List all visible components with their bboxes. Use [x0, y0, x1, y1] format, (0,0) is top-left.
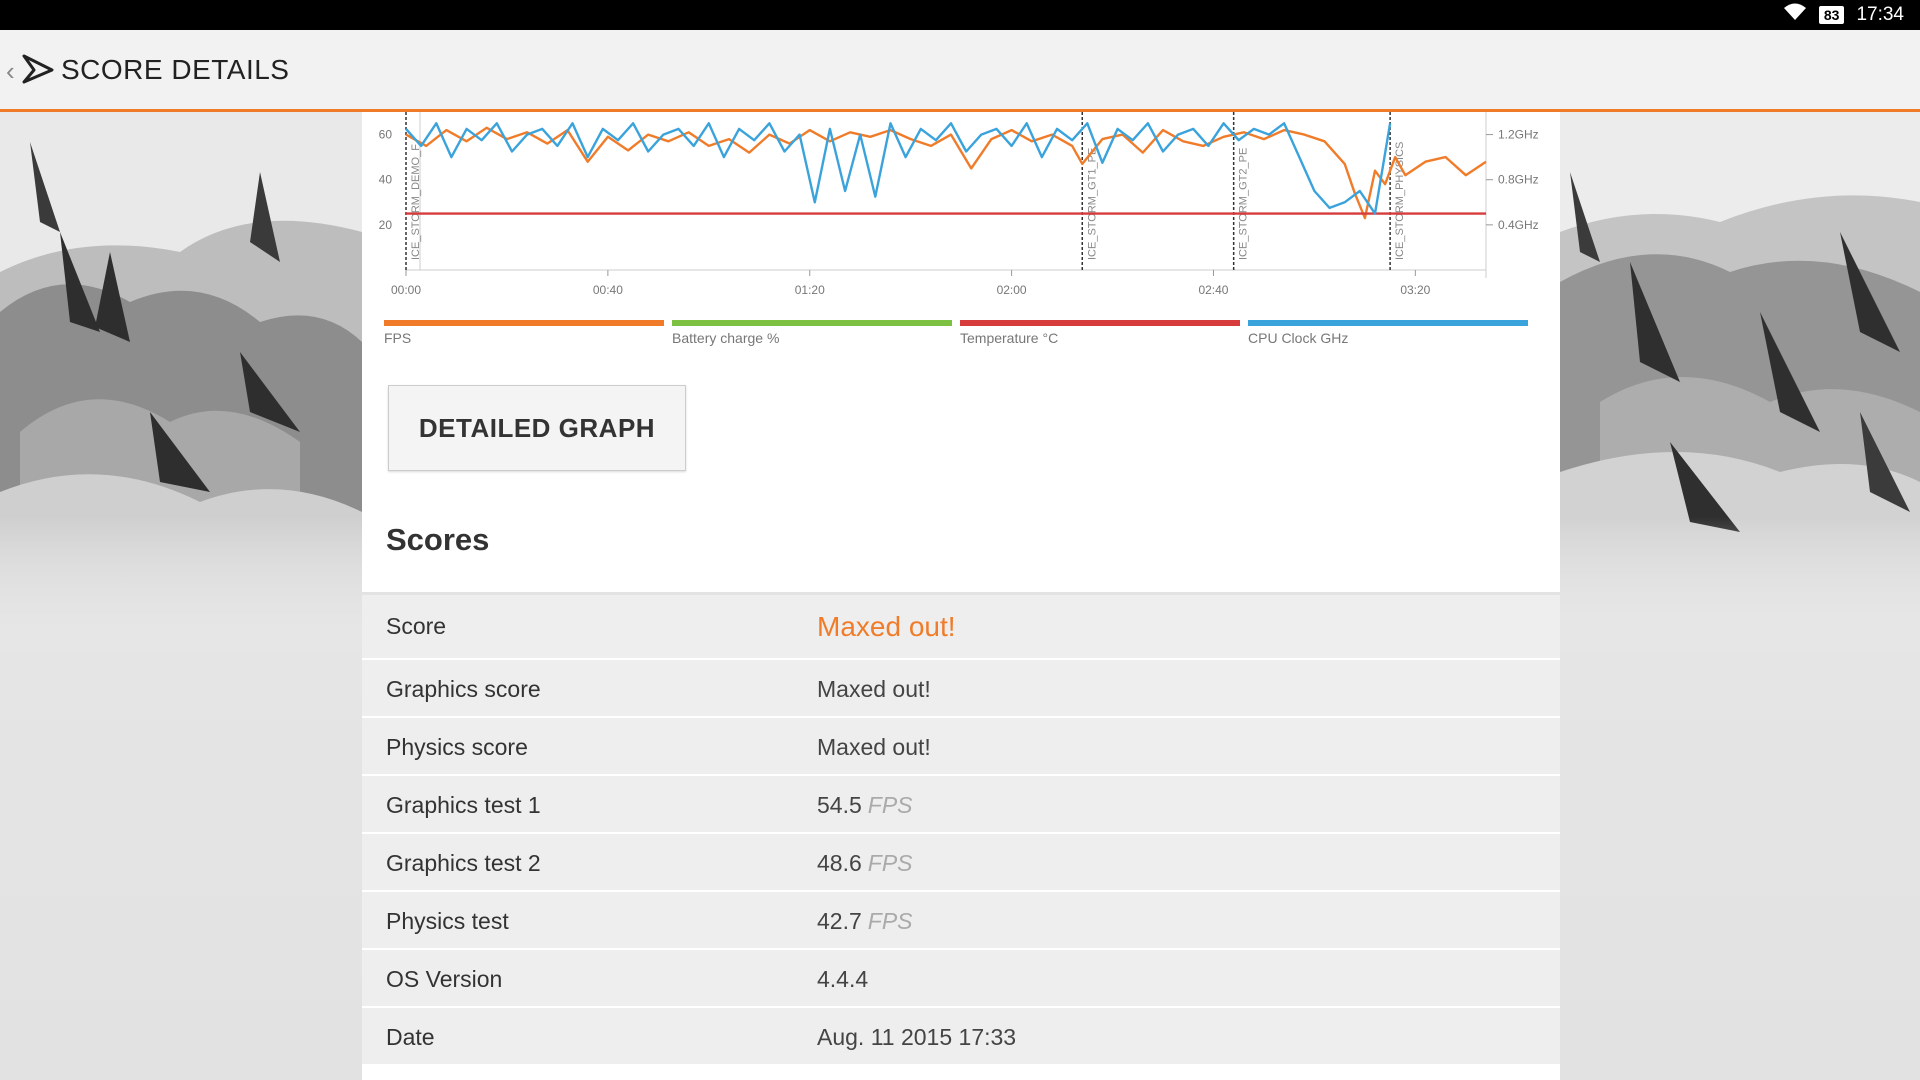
legend-swatch: [384, 320, 664, 326]
legend-item: Temperature °C: [960, 320, 1240, 360]
table-row: Graphics test 2 48.6 FPS: [362, 832, 1560, 890]
row-unit: FPS: [867, 908, 913, 934]
table-row: Graphics test 1 54.5 FPS: [362, 774, 1560, 832]
table-row: Physics test 42.7 FPS: [362, 890, 1560, 948]
performance-chart[interactable]: 20 40 60 1.2GHz 0.8GHz 0.4GHz 00:00 00:40 01:20 0…: [362, 112, 1560, 362]
page-title: SCORE DETAILS: [61, 54, 290, 85]
legend-swatch: [960, 320, 1240, 326]
row-label: Graphics test 2: [386, 850, 541, 876]
back-icon[interactable]: ‹: [6, 56, 15, 86]
legend-item: CPU Clock GHz: [1248, 320, 1528, 360]
score-details-panel: 20 40 60 1.2GHz 0.8GHz 0.4GHz 00:00 00:40 01:20 0…: [362, 112, 1560, 1080]
app-bar: ‹ SCORE DETAILS: [0, 30, 1920, 112]
test-marker-label: ICE_STORM_DEMO_F: [410, 144, 422, 260]
row-unit: FPS: [867, 792, 913, 818]
status-bar: 83 17:34: [0, 0, 1920, 30]
row-label: Graphics test 1: [386, 792, 541, 818]
y2-tick-label: 0.4GHz: [1498, 218, 1539, 232]
detailed-graph-button[interactable]: DETAILED GRAPH: [388, 385, 686, 471]
row-unit: FPS: [867, 850, 913, 876]
x-tick-label: 00:40: [593, 283, 623, 297]
legend-item: Battery charge %: [672, 320, 952, 360]
row-value: Maxed out!: [817, 734, 931, 760]
status-time: 17:34: [1856, 4, 1904, 25]
legend-swatch: [1248, 320, 1528, 326]
legend-label: Battery charge %: [672, 330, 780, 346]
legend-label: FPS: [384, 330, 412, 346]
legend-item: FPS: [384, 320, 664, 360]
detailed-graph-label: DETAILED GRAPH: [418, 412, 656, 443]
row-label: OS Version: [386, 966, 503, 992]
series-line: [405, 126, 1487, 220]
legend-label: CPU Clock GHz: [1248, 330, 1349, 346]
table-row: Date Aug. 11 2015 17:33: [362, 1006, 1560, 1064]
row-label: Date: [386, 1024, 435, 1050]
table-row: OS Version 4.4.4: [362, 948, 1560, 1006]
x-tick-label: 02:00: [997, 283, 1027, 297]
row-value: Aug. 11 2015 17:33: [817, 1024, 1017, 1050]
test-marker-label: ICE_STORM_GT1_PE: [1086, 148, 1098, 260]
background-scene-right: [1560, 112, 1920, 652]
scores-table: Score Maxed out! Graphics score Maxed out…: [362, 592, 1560, 1064]
y2-tick-label: 0.8GHz: [1498, 173, 1539, 187]
test-marker-label: ICE_STORM_GT2_PE: [1238, 148, 1250, 260]
y-tick-label: 60: [379, 128, 393, 142]
score-label: Score: [386, 613, 447, 639]
row-label: Physics score: [386, 734, 528, 760]
row-value: Maxed out!: [817, 676, 931, 702]
y-tick-label: 40: [379, 173, 393, 187]
series-line: [405, 122, 1392, 215]
wifi-icon: [1783, 3, 1807, 27]
score-value: Maxed out!: [817, 611, 956, 642]
table-row: Physics score Maxed out!: [362, 716, 1560, 774]
score-row-main: Score Maxed out!: [362, 592, 1560, 658]
legend-label: Temperature °C: [960, 330, 1059, 346]
row-value: 42.7 FPS: [817, 908, 913, 934]
table-row: Graphics score Maxed out!: [362, 658, 1560, 716]
scores-heading: Scores: [386, 522, 490, 557]
legend-swatch: [672, 320, 952, 326]
app-logo-icon[interactable]: [22, 52, 54, 84]
x-tick-label: 00:00: [391, 283, 421, 297]
row-label: Graphics score: [386, 676, 541, 702]
battery-icon: 83: [1818, 6, 1845, 24]
row-value: 54.5 FPS: [817, 792, 913, 818]
background-scene-left: [0, 112, 362, 652]
row-label: Physics test: [386, 908, 509, 934]
x-tick-label: 01:20: [795, 283, 825, 297]
y-tick-label: 20: [379, 218, 393, 232]
row-value: 4.4.4: [817, 966, 869, 992]
y2-tick-label: 1.2GHz: [1498, 128, 1539, 142]
x-tick-label: 02:40: [1198, 283, 1228, 297]
row-value: 48.6 FPS: [817, 850, 913, 876]
x-tick-label: 03:20: [1400, 283, 1430, 297]
